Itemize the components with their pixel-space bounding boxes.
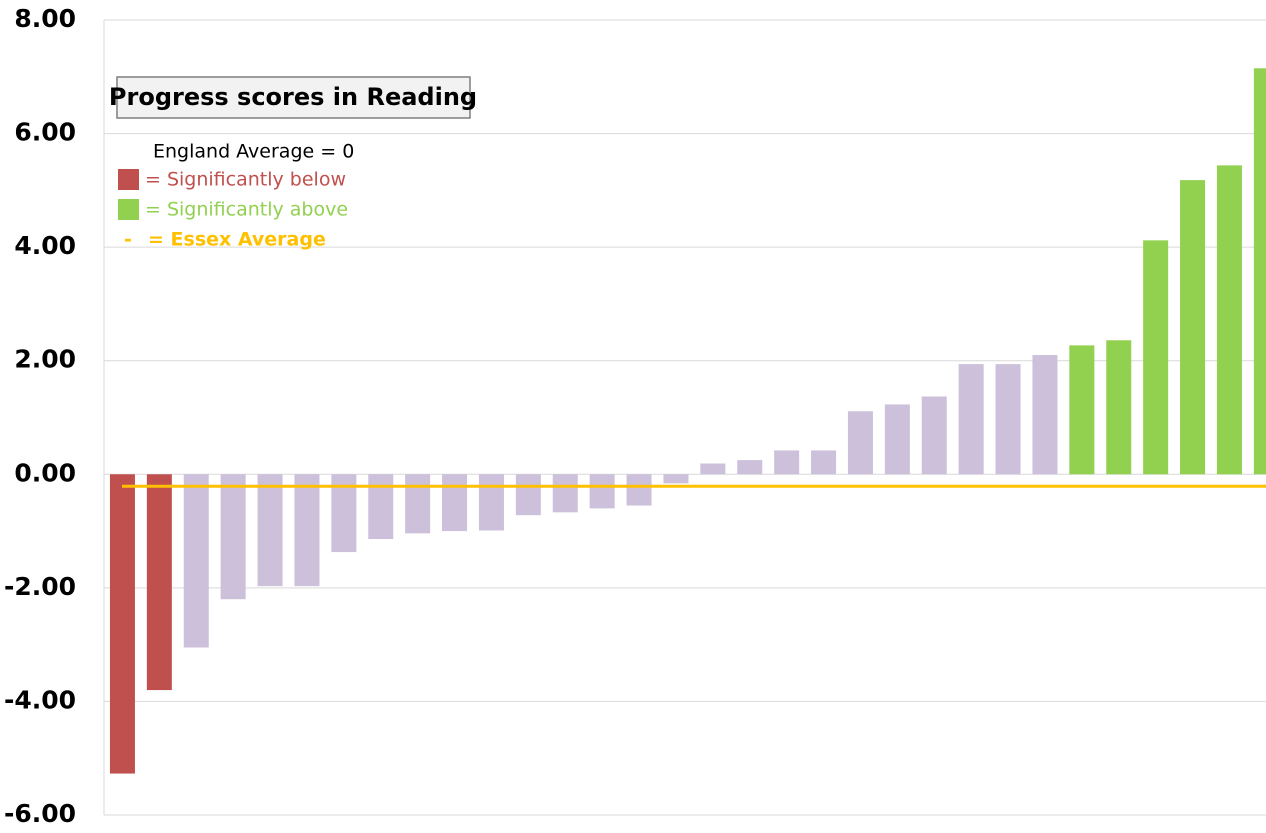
bar <box>1253 68 1266 475</box>
bar <box>294 474 320 587</box>
bar <box>183 474 209 648</box>
bar <box>884 404 910 475</box>
bar <box>663 474 689 484</box>
bar <box>552 474 578 513</box>
y-tick-label: -6.00 <box>4 799 76 828</box>
bar <box>700 463 726 475</box>
legend-marker: - <box>124 229 132 251</box>
bar <box>478 474 504 531</box>
bar <box>811 450 837 475</box>
chart-title: Progress scores in Reading <box>109 83 477 111</box>
legend-label: = Significantly below <box>145 169 346 191</box>
bar <box>589 474 615 509</box>
bar <box>109 474 135 774</box>
bar <box>774 450 800 475</box>
bar <box>958 364 984 475</box>
y-tick-label: 0.00 <box>14 458 76 487</box>
y-tick-label: 4.00 <box>14 231 76 260</box>
legend-swatch <box>118 169 139 190</box>
bar <box>995 364 1021 475</box>
bar <box>1069 345 1095 475</box>
title-box <box>116 76 471 119</box>
bar <box>515 474 541 516</box>
bar <box>368 474 394 540</box>
bar <box>1180 180 1206 475</box>
bar <box>626 474 652 506</box>
legend-swatch <box>118 199 139 220</box>
bar <box>1216 165 1242 475</box>
y-tick-label: 2.00 <box>14 345 76 374</box>
bar <box>921 396 947 475</box>
bar <box>405 474 431 534</box>
bar <box>1106 340 1132 475</box>
bar <box>847 411 873 475</box>
y-tick-label: -4.00 <box>4 685 76 714</box>
legend-label: = Essex Average <box>148 229 326 251</box>
bar <box>220 474 246 600</box>
bar <box>737 460 763 475</box>
legend-label: = Significantly above <box>145 199 348 221</box>
bar <box>1032 355 1058 475</box>
y-tick-label: -2.00 <box>4 572 76 601</box>
bar <box>257 474 283 587</box>
bar <box>146 474 172 691</box>
y-tick-label: 6.00 <box>14 118 76 147</box>
bar <box>1143 240 1169 475</box>
y-tick-label: 8.00 <box>14 4 76 33</box>
bar <box>442 474 468 532</box>
annotation: England Average = 0 <box>153 141 354 163</box>
